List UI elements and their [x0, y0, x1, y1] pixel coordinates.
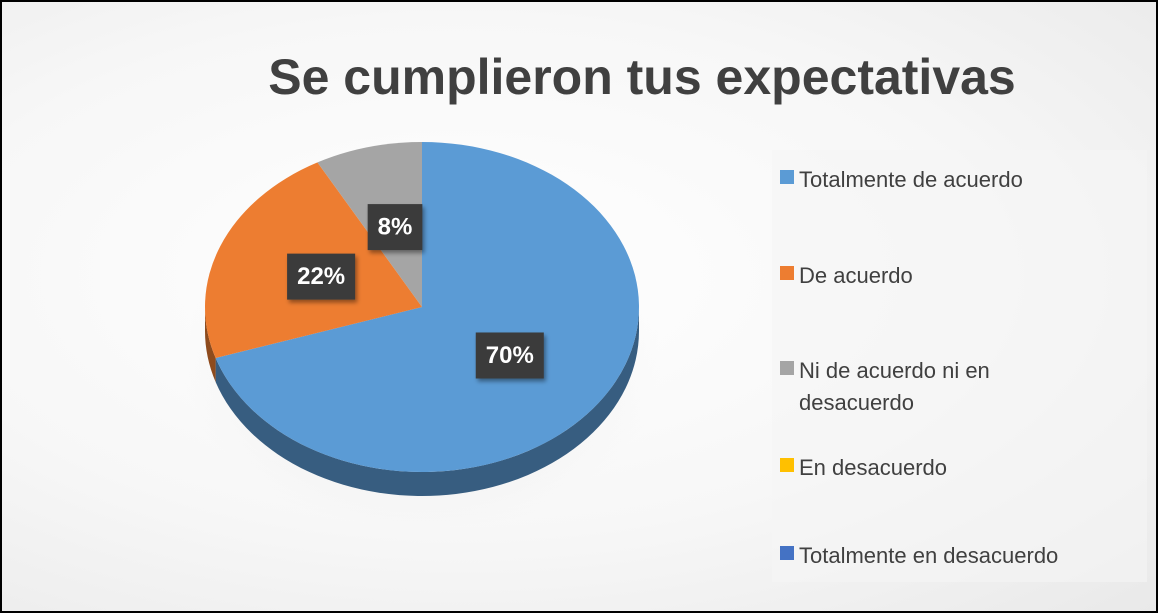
chart-title: Se cumplieron tus expectativas — [268, 49, 1016, 105]
data-label: 22% — [287, 253, 356, 300]
pie-side — [215, 307, 640, 496]
legend-swatch — [780, 266, 794, 280]
pie-slice — [215, 142, 640, 472]
legend-label: Ni de acuerdo ni en desacuerdo — [799, 358, 990, 415]
legend-swatch — [780, 458, 794, 472]
data-label-text: 8% — [378, 213, 413, 240]
legend-label: Totalmente de acuerdo — [799, 167, 1023, 192]
legend-item: Ni de acuerdo ni en desacuerdo — [780, 355, 1099, 419]
legend-swatch — [780, 170, 794, 184]
data-label-text: 70% — [486, 342, 534, 369]
data-label-box — [367, 204, 423, 251]
data-label-box — [475, 332, 544, 379]
legend-swatch — [780, 546, 794, 560]
legend-item: Totalmente en desacuerdo — [780, 540, 1058, 572]
legend-label: En desacuerdo — [799, 455, 947, 480]
legend-item: De acuerdo — [780, 260, 913, 292]
data-label: 8% — [367, 204, 423, 251]
legend-item: En desacuerdo — [780, 452, 947, 484]
legend-label: De acuerdo — [799, 263, 913, 288]
legend-swatch — [780, 361, 794, 375]
data-label-text: 22% — [297, 263, 345, 290]
data-label-box — [287, 253, 356, 300]
data-label: 70% — [475, 332, 544, 379]
legend: Totalmente de acuerdo De acuerdo Ni de acu… — [772, 150, 1147, 582]
legend-label: Totalmente en desacuerdo — [799, 543, 1059, 568]
legend-item: Totalmente de acuerdo — [780, 164, 1023, 196]
pie-side — [205, 307, 216, 382]
